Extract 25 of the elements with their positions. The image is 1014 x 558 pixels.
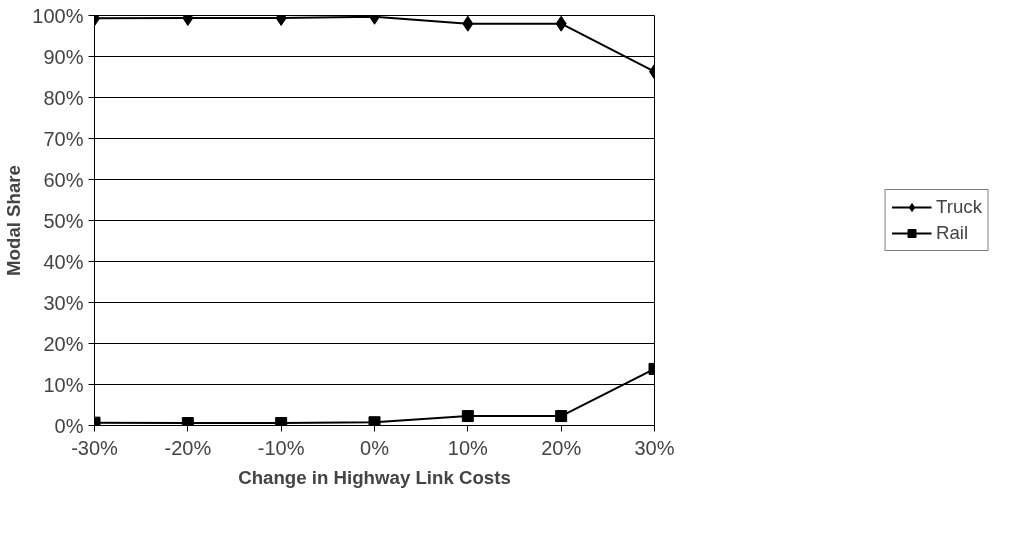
y-tick-label: 10% bbox=[43, 373, 84, 396]
legend-label: Truck bbox=[936, 196, 982, 218]
y-tick-label: 70% bbox=[43, 127, 84, 150]
y-tick-label: 50% bbox=[43, 209, 84, 232]
y-tick-label: 80% bbox=[43, 86, 84, 109]
x-tick-label: 30% bbox=[634, 436, 675, 459]
y-tick-label: 40% bbox=[43, 250, 84, 273]
x-tick-label: -10% bbox=[257, 436, 305, 459]
point bbox=[461, 410, 474, 423]
y-tick-label: 90% bbox=[43, 45, 84, 68]
x-tick-label: -30% bbox=[71, 436, 119, 459]
y-axis-title: Modal Share bbox=[3, 165, 25, 276]
point bbox=[368, 416, 381, 426]
y-tick-label: 100% bbox=[32, 4, 84, 27]
x-tick-label: -20% bbox=[164, 436, 212, 459]
y-tick-label: 0% bbox=[54, 414, 84, 437]
y-tick-label: 60% bbox=[43, 168, 84, 191]
point bbox=[555, 410, 568, 423]
y-tick-label: 30% bbox=[43, 291, 84, 314]
x-axis-title: Change in Highway Link Costs bbox=[238, 466, 511, 488]
legend-label: Rail bbox=[936, 222, 969, 244]
x-tick-label: 10% bbox=[447, 436, 489, 459]
x-tick-label: 0% bbox=[360, 436, 390, 459]
x-tick-label: 20% bbox=[541, 436, 582, 459]
y-tick-label: 20% bbox=[43, 332, 84, 355]
